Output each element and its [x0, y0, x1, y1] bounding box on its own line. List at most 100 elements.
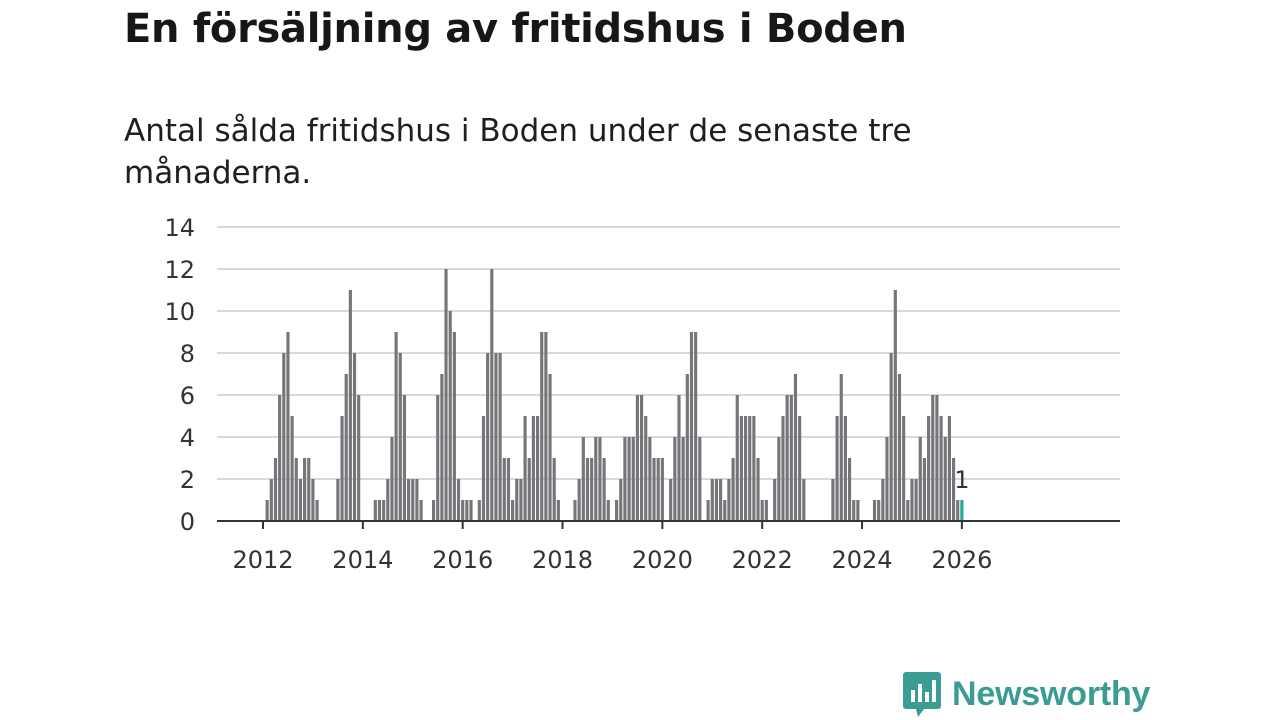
- bar: [444, 269, 448, 521]
- bar: [540, 332, 544, 521]
- bar-chart: 0 2 4 6 8 10 12 14 2012 2014 2016 2018 2020 2022 2024 2…: [164, 214, 1120, 574]
- y-tick-label: 6: [180, 382, 195, 410]
- bar: [943, 437, 947, 521]
- x-tick-label: 2014: [332, 546, 393, 574]
- y-tick-label: 2: [180, 466, 195, 494]
- bar: [881, 479, 885, 521]
- bar: [635, 395, 639, 521]
- bar: [939, 416, 943, 521]
- bar: [852, 500, 856, 521]
- bar: [648, 437, 652, 521]
- bar: [382, 500, 386, 521]
- y-tick-label: 8: [180, 340, 195, 368]
- bar: [660, 458, 664, 521]
- bar: [623, 437, 627, 521]
- bar: [465, 500, 469, 521]
- bar: [440, 374, 444, 521]
- bar: [486, 353, 490, 521]
- bar: [719, 479, 723, 521]
- bar: [311, 479, 315, 521]
- bar: [377, 500, 382, 521]
- y-tick-label: 14: [164, 214, 195, 242]
- bar: [847, 458, 852, 521]
- bar: [902, 416, 906, 521]
- bar: [598, 437, 602, 521]
- bar: [669, 479, 673, 521]
- bar: [748, 416, 752, 521]
- bar: [494, 353, 498, 521]
- bar: [535, 416, 540, 521]
- bar: [573, 500, 577, 521]
- bar: [906, 500, 910, 521]
- bar: [544, 332, 548, 521]
- bar: [789, 395, 793, 521]
- bar: [315, 500, 319, 521]
- bar: [685, 374, 689, 521]
- bar: [615, 500, 619, 521]
- bar: [793, 374, 798, 521]
- bar: [340, 416, 344, 521]
- x-tick-label: 2020: [632, 546, 693, 574]
- bar: [897, 374, 902, 521]
- bar: [910, 479, 914, 521]
- bar: [731, 458, 735, 521]
- y-tick-label: 10: [164, 298, 195, 326]
- bar: [914, 479, 918, 521]
- bar: [390, 437, 394, 521]
- bar: [947, 416, 951, 521]
- x-tick-label: 2022: [732, 546, 793, 574]
- bar: [677, 395, 681, 521]
- bar: [407, 479, 411, 521]
- bar: [681, 437, 685, 521]
- bar: [452, 332, 456, 521]
- bar: [752, 416, 756, 521]
- bar: [739, 416, 743, 521]
- bar: [927, 416, 931, 521]
- newsworthy-logo-icon: [903, 672, 941, 717]
- bar: [843, 416, 847, 521]
- bar: [627, 437, 631, 521]
- bar-highlight: [960, 500, 964, 521]
- bar: [602, 458, 606, 521]
- bar: [951, 458, 956, 521]
- bar: [839, 374, 843, 521]
- bar: [490, 269, 494, 521]
- bar: [515, 479, 519, 521]
- chart-subtitle: Antal sålda fritidshus i Boden under de …: [124, 113, 912, 191]
- bar: [594, 437, 598, 521]
- bar: [548, 374, 552, 521]
- bar: [781, 416, 785, 521]
- bar: [673, 437, 677, 521]
- chart-title: En försäljning av fritidshus i Boden: [124, 6, 907, 52]
- bar: [290, 416, 294, 521]
- bar: [935, 395, 939, 521]
- bar: [336, 479, 340, 521]
- bar: [656, 458, 660, 521]
- bar: [448, 311, 452, 521]
- bar: [269, 479, 273, 521]
- bar: [698, 437, 702, 521]
- bar: [344, 374, 348, 521]
- bar: [307, 458, 311, 521]
- bar: [398, 353, 402, 521]
- bar: [469, 500, 473, 521]
- bar: [889, 353, 893, 521]
- bar: [918, 437, 922, 521]
- bar: [411, 479, 415, 521]
- bar: [893, 290, 897, 521]
- bar: [552, 458, 556, 521]
- bar: [386, 479, 390, 521]
- bar: [689, 332, 694, 521]
- bar: [831, 479, 835, 521]
- bar: [760, 500, 764, 521]
- bar: [714, 479, 719, 521]
- brand-logo: Newsworthy: [902, 670, 1150, 718]
- bar: [456, 479, 461, 521]
- x-tick-label: 2024: [832, 546, 893, 574]
- bar: [294, 458, 298, 521]
- bar: [652, 458, 656, 521]
- bar: [303, 458, 307, 521]
- bar: [436, 395, 440, 521]
- brand-name: Newsworthy: [952, 674, 1151, 713]
- bar: [519, 479, 523, 521]
